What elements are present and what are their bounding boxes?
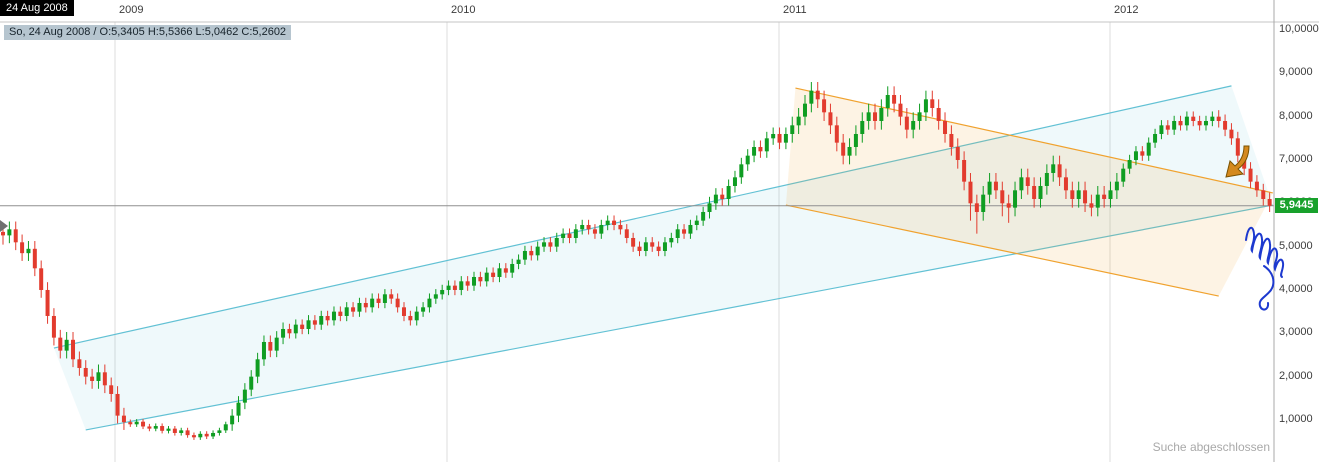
year-label: 2009 <box>119 4 144 16</box>
ohlc-info-bar: So, 24 Aug 2008 / O:5,3405 H:5,5366 L:5,… <box>4 25 292 40</box>
year-gridlines <box>0 21 1319 462</box>
price-tick-label: 8,0000 <box>1279 109 1313 122</box>
price-tick-label: 5,0000 <box>1279 239 1313 252</box>
search-status-text: Suche abgeschlossen <box>1152 440 1270 454</box>
price-tick-label: 9,0000 <box>1279 66 1313 79</box>
price-tick-label: 1,0000 <box>1279 412 1313 425</box>
year-label: 2012 <box>1114 4 1139 16</box>
ascending-channel-upper-line <box>53 85 1232 349</box>
price-tick-label: 2,0000 <box>1279 369 1313 382</box>
price-tick-label: 3,0000 <box>1279 326 1313 339</box>
crosshair-date-tooltip: 24 Aug 2008 <box>0 0 74 16</box>
candles-series <box>1 81 1272 440</box>
ascending-channel-fill <box>53 85 1273 430</box>
year-label: 2011 <box>783 4 807 16</box>
price-tick-label: 4,0000 <box>1279 282 1313 295</box>
annotations <box>0 145 1285 311</box>
left-edge-marker <box>0 220 8 232</box>
descending-channel-lower-line <box>785 204 1219 297</box>
down-left-arrow <box>1225 145 1250 178</box>
current-price-badge: 5,9445 <box>1275 198 1318 213</box>
descending-channel-fill <box>785 88 1273 297</box>
year-label: 2010 <box>451 4 476 16</box>
price-tick-label: 7,0000 <box>1279 152 1313 165</box>
trend-channels <box>53 85 1273 431</box>
hand-drawn-scribble <box>1245 226 1285 311</box>
ascending-channel-lower-line <box>85 204 1273 431</box>
price-tick-label: 10,0000 <box>1279 23 1319 35</box>
